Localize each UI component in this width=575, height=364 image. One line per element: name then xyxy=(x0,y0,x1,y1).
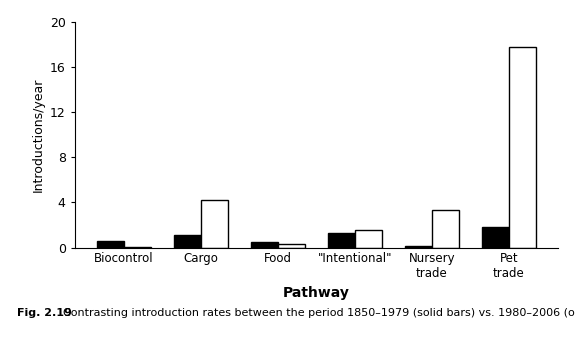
X-axis label: Pathway: Pathway xyxy=(283,286,350,300)
Bar xyxy=(124,247,151,248)
Bar xyxy=(97,241,124,248)
Bar xyxy=(509,47,536,248)
Text: Contrasting introduction rates between the period 1850–1979 (solid bars) vs. 198: Contrasting introduction rates between t… xyxy=(56,308,575,317)
Text: Fig. 2.19: Fig. 2.19 xyxy=(17,308,72,317)
Bar xyxy=(432,210,459,248)
Y-axis label: Introductions/year: Introductions/year xyxy=(31,78,44,192)
Bar xyxy=(482,227,509,248)
Bar xyxy=(328,233,355,248)
Bar xyxy=(278,244,305,248)
Bar xyxy=(174,235,201,248)
Bar xyxy=(251,242,278,248)
Bar xyxy=(355,230,382,248)
Bar xyxy=(201,200,228,248)
Bar xyxy=(405,246,432,248)
